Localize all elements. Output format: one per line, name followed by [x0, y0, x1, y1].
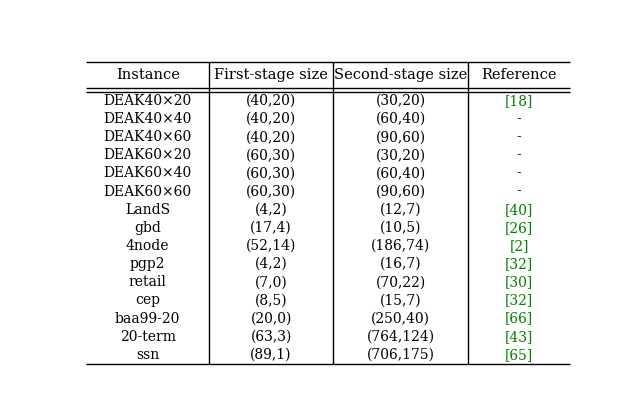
- Text: [26]: [26]: [505, 221, 533, 235]
- Text: -: -: [517, 166, 522, 181]
- Text: [32]: [32]: [505, 257, 533, 271]
- Text: (20,0): (20,0): [250, 312, 292, 326]
- Text: -: -: [517, 130, 522, 144]
- Text: (30,20): (30,20): [376, 148, 426, 162]
- Text: -: -: [517, 112, 522, 126]
- Text: (40,20): (40,20): [246, 112, 296, 126]
- Text: -: -: [517, 148, 522, 162]
- Text: ssn: ssn: [136, 348, 159, 362]
- Text: DEAK40×20: DEAK40×20: [104, 94, 192, 108]
- Text: gbd: gbd: [134, 221, 161, 235]
- Text: (186,74): (186,74): [371, 239, 430, 253]
- Text: [43]: [43]: [505, 330, 533, 344]
- Text: (60,40): (60,40): [376, 166, 426, 181]
- Text: (706,175): (706,175): [367, 348, 435, 362]
- Text: DEAK60×60: DEAK60×60: [104, 185, 192, 199]
- Text: (4,2): (4,2): [255, 203, 287, 217]
- Text: (40,20): (40,20): [246, 130, 296, 144]
- Text: Reference: Reference: [481, 68, 557, 82]
- Text: (764,124): (764,124): [367, 330, 435, 344]
- Text: (4,2): (4,2): [255, 257, 287, 271]
- Text: baa99-20: baa99-20: [115, 312, 180, 326]
- Text: (60,30): (60,30): [246, 148, 296, 162]
- Text: LandS: LandS: [125, 203, 170, 217]
- Text: (16,7): (16,7): [380, 257, 421, 271]
- Text: (12,7): (12,7): [380, 203, 421, 217]
- Text: (40,20): (40,20): [246, 94, 296, 108]
- Text: DEAK40×40: DEAK40×40: [104, 112, 192, 126]
- Text: retail: retail: [129, 275, 166, 289]
- Text: (90,60): (90,60): [376, 185, 426, 199]
- Text: (10,5): (10,5): [380, 221, 421, 235]
- Text: DEAK40×60: DEAK40×60: [104, 130, 192, 144]
- Text: (90,60): (90,60): [376, 130, 426, 144]
- Text: [32]: [32]: [505, 293, 533, 308]
- Text: Second-stage size: Second-stage size: [334, 68, 467, 82]
- Text: cep: cep: [135, 293, 160, 308]
- Text: (7,0): (7,0): [255, 275, 287, 289]
- Text: -: -: [517, 185, 522, 199]
- Text: pgp2: pgp2: [130, 257, 165, 271]
- Text: [66]: [66]: [505, 312, 533, 326]
- Text: DEAK60×20: DEAK60×20: [104, 148, 192, 162]
- Text: (70,22): (70,22): [376, 275, 426, 289]
- Text: (60,30): (60,30): [246, 185, 296, 199]
- Text: (63,3): (63,3): [250, 330, 292, 344]
- Text: [30]: [30]: [505, 275, 533, 289]
- Text: First-stage size: First-stage size: [214, 68, 328, 82]
- Text: (15,7): (15,7): [380, 293, 421, 308]
- Text: DEAK60×40: DEAK60×40: [104, 166, 192, 181]
- Text: Instance: Instance: [116, 68, 180, 82]
- Text: [40]: [40]: [505, 203, 533, 217]
- Text: [65]: [65]: [505, 348, 533, 362]
- Text: [2]: [2]: [509, 239, 529, 253]
- Text: (8,5): (8,5): [255, 293, 287, 308]
- Text: 20-term: 20-term: [120, 330, 175, 344]
- Text: (250,40): (250,40): [371, 312, 430, 326]
- Text: (52,14): (52,14): [246, 239, 296, 253]
- Text: (60,30): (60,30): [246, 166, 296, 181]
- Text: (30,20): (30,20): [376, 94, 426, 108]
- Text: (60,40): (60,40): [376, 112, 426, 126]
- Text: (89,1): (89,1): [250, 348, 292, 362]
- Text: [18]: [18]: [505, 94, 533, 108]
- Text: (17,4): (17,4): [250, 221, 292, 235]
- Text: 4node: 4node: [126, 239, 170, 253]
